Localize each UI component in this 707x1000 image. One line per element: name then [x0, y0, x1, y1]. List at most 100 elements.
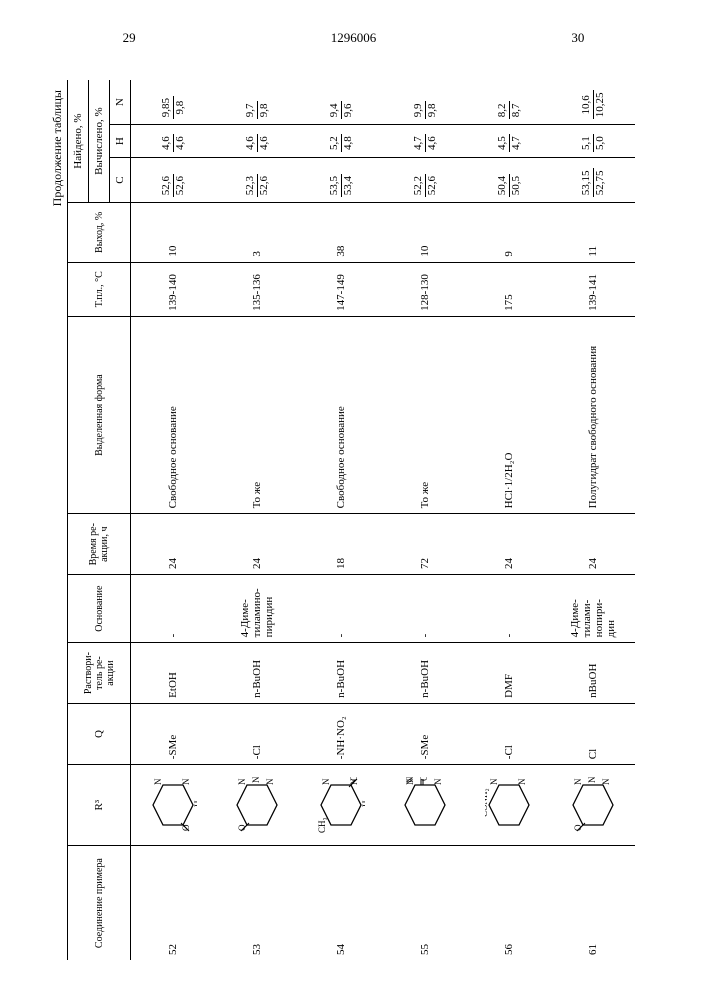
cell-h: 4,54,7 — [467, 125, 551, 158]
hdr-yield: Выход, % — [68, 203, 131, 262]
cell-form: То же — [215, 316, 299, 514]
table-row: 54 N N CH₃HO -NH·NO₂ n-BuOH - 18 Свободн… — [299, 80, 383, 960]
svg-text:N: N — [181, 778, 191, 785]
hdr-n: N — [110, 80, 131, 125]
cell-base: 4-Диме- тиламино- пиридин — [215, 575, 299, 643]
svg-text:NH: NH — [587, 777, 597, 783]
svg-text:H: H — [193, 800, 197, 807]
cell-form: Полугидрат свободного основания — [551, 316, 635, 514]
cell-time: 18 — [299, 514, 383, 575]
cell-c: 52,352,6 — [215, 157, 299, 202]
svg-text:N: N — [237, 778, 247, 785]
cell-yield: 11 — [551, 203, 635, 262]
hdr-c: C — [110, 157, 131, 202]
svg-text:O: O — [349, 777, 359, 781]
cell-h: 4,74,6 — [383, 125, 467, 158]
cell-structure: N N NHO — [383, 765, 467, 846]
cell-q: -Cl — [215, 703, 299, 764]
page-right: 30 — [571, 30, 584, 46]
page-left: 29 — [123, 30, 136, 46]
cell-n: 9,79,8 — [215, 80, 299, 125]
svg-text:NH: NH — [251, 777, 261, 783]
svg-text:N: N — [601, 778, 611, 785]
cell-solvent: n-BuOH — [299, 643, 383, 704]
cell-no: 52 — [131, 846, 216, 960]
svg-text:N: N — [433, 778, 443, 785]
hdr-solvent: Раствори- тель ре- акции — [68, 643, 131, 704]
cell-base: - — [131, 575, 216, 643]
cell-yield: 10 — [131, 203, 216, 262]
cell-q: -SMe — [383, 703, 467, 764]
cell-base: - — [383, 575, 467, 643]
cell-h: 4,64,6 — [215, 125, 299, 158]
hdr-base: Основание — [68, 575, 131, 643]
cell-solvent: n-BuOH — [215, 643, 299, 704]
cell-h: 4,64,6 — [131, 125, 216, 158]
cell-time: 72 — [383, 514, 467, 575]
cell-yield: 10 — [383, 203, 467, 262]
svg-text:N: N — [153, 778, 163, 785]
cell-base: - — [299, 575, 383, 643]
cell-structure: N N NHO — [215, 765, 299, 846]
svg-text:N: N — [573, 778, 583, 785]
cell-no: 54 — [299, 846, 383, 960]
hdr-mp: Т.пл., °C — [68, 262, 131, 316]
hdr-compound: Соединение примера — [68, 846, 131, 960]
continuation-label: Продолжение таблицы — [50, 80, 65, 960]
hdr-found: Найдено, % — [68, 80, 89, 203]
table-row: 61 N N NHO Cl nBuOH 4-Диме- тилами- нопи… — [551, 80, 635, 960]
cell-mp: 139-141 — [551, 262, 635, 316]
svg-text:N: N — [321, 778, 331, 785]
cell-mp: 139-140 — [131, 262, 216, 316]
svg-text:NH: NH — [405, 777, 415, 783]
cell-base: 4-Диме- тилами- нопири- дин — [551, 575, 635, 643]
hdr-calc: Вычислено, % — [89, 80, 110, 203]
hdr-time: Время ре- акции, ч — [68, 514, 131, 575]
table-row: 56 N N CONH₂ -Cl DMF - 24 HCl·1/2H₂O 175… — [467, 80, 551, 960]
cell-time: 24 — [131, 514, 216, 575]
cell-time: 24 — [551, 514, 635, 575]
svg-text:CH₃: CH₃ — [317, 818, 327, 834]
cell-n: 9,859,8 — [131, 80, 216, 125]
cell-form: HCl·1/2H₂O — [467, 316, 551, 514]
cell-time: 24 — [215, 514, 299, 575]
cell-yield: 3 — [215, 203, 299, 262]
cell-n: 9,99,8 — [383, 80, 467, 125]
cell-mp: 128-130 — [383, 262, 467, 316]
svg-text:N: N — [489, 778, 499, 785]
cell-no: 61 — [551, 846, 635, 960]
svg-text:CONH₂: CONH₂ — [485, 789, 489, 818]
cell-structure: N N CONH₂ — [467, 765, 551, 846]
hdr-h: H — [110, 125, 131, 158]
table-row: 52 N N HO -SMe EtOH - 24 Свободное основ… — [131, 80, 216, 960]
cell-structure: N N NHO — [551, 765, 635, 846]
cell-n: 10,610,25 — [551, 80, 635, 125]
svg-text:N: N — [265, 778, 275, 785]
cell-q: -Cl — [467, 703, 551, 764]
cell-solvent: EtOH — [131, 643, 216, 704]
cell-yield: 9 — [467, 203, 551, 262]
cell-structure: N N CH₃HO — [299, 765, 383, 846]
cell-q: -SMe — [131, 703, 216, 764]
cell-solvent: DMF — [467, 643, 551, 704]
cell-no: 55 — [383, 846, 467, 960]
cell-mp: 147-149 — [299, 262, 383, 316]
hdr-r3: R³ — [68, 765, 131, 846]
cell-structure: N N HO — [131, 765, 216, 846]
cell-q: -NH·NO₂ — [299, 703, 383, 764]
hdr-form: Выделенная форма — [68, 316, 131, 514]
cell-n: 9,49,6 — [299, 80, 383, 125]
svg-text:N: N — [517, 778, 527, 785]
cell-yield: 38 — [299, 203, 383, 262]
cell-no: 53 — [215, 846, 299, 960]
cell-no: 56 — [467, 846, 551, 960]
cell-mp: 135-136 — [215, 262, 299, 316]
cell-n: 8,28,7 — [467, 80, 551, 125]
cell-mp: 175 — [467, 262, 551, 316]
cell-form: Свободное основание — [131, 316, 216, 514]
hdr-q: Q — [68, 703, 131, 764]
patent-number: 1296006 — [331, 30, 377, 46]
svg-text:H: H — [361, 800, 365, 807]
cell-c: 53,1552,75 — [551, 157, 635, 202]
cell-c: 50,450,5 — [467, 157, 551, 202]
